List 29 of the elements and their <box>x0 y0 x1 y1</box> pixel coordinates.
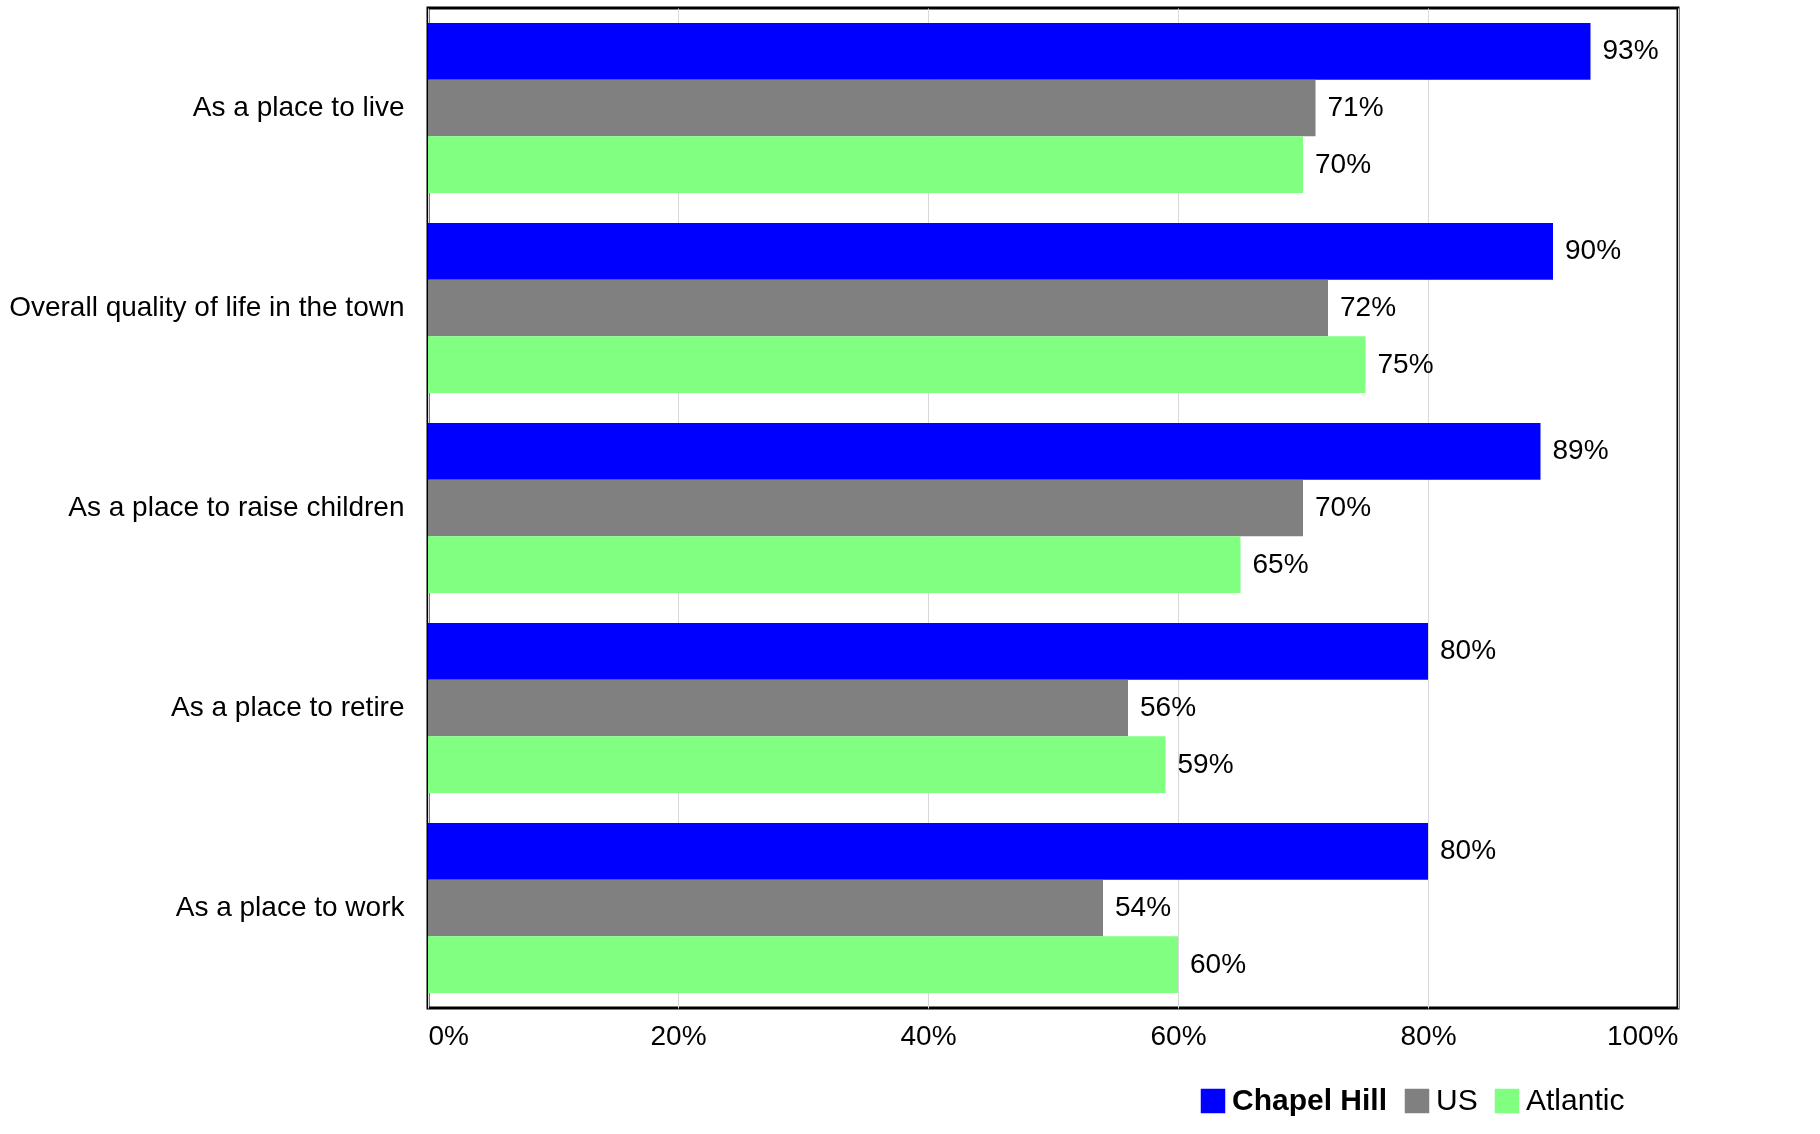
data-label: 90% <box>1565 234 1622 266</box>
x-tick-label: 100% <box>1606 1019 1679 1051</box>
x-tick-label: 60% <box>1150 1019 1207 1051</box>
x-tick-label: 80% <box>1400 1019 1457 1051</box>
legend-label: Chapel Hill <box>1232 1083 1388 1116</box>
data-label: 93% <box>1602 34 1659 66</box>
data-label: 89% <box>1552 434 1609 466</box>
data-label: 70% <box>1315 491 1372 522</box>
data-label: 60% <box>1190 947 1247 979</box>
legend-label: US <box>1436 1083 1478 1116</box>
y-tick-label: As a place to retire <box>171 691 405 722</box>
data-label: 71% <box>1327 91 1384 122</box>
x-tick-label: 20% <box>650 1019 707 1051</box>
data-label: 80% <box>1440 834 1497 866</box>
y-tick-label: Overall quality of life in the town <box>9 291 405 322</box>
x-tick-label: 40% <box>900 1019 957 1051</box>
data-label: 75% <box>1377 347 1434 379</box>
x-tick-label: 0% <box>428 1019 469 1051</box>
data-label: 72% <box>1340 291 1397 322</box>
legend-label: Atlantic <box>1526 1083 1625 1116</box>
y-tick-label: As a place to work <box>175 891 406 922</box>
data-label: 70% <box>1315 147 1372 179</box>
data-label: 54% <box>1115 891 1172 922</box>
data-label: 56% <box>1140 691 1197 722</box>
y-tick-label: As a place to raise children <box>68 491 405 522</box>
y-tick-label: As a place to live <box>192 91 405 122</box>
data-label: 80% <box>1440 634 1497 666</box>
data-label: 59% <box>1177 747 1234 779</box>
data-label: 65% <box>1252 547 1309 579</box>
